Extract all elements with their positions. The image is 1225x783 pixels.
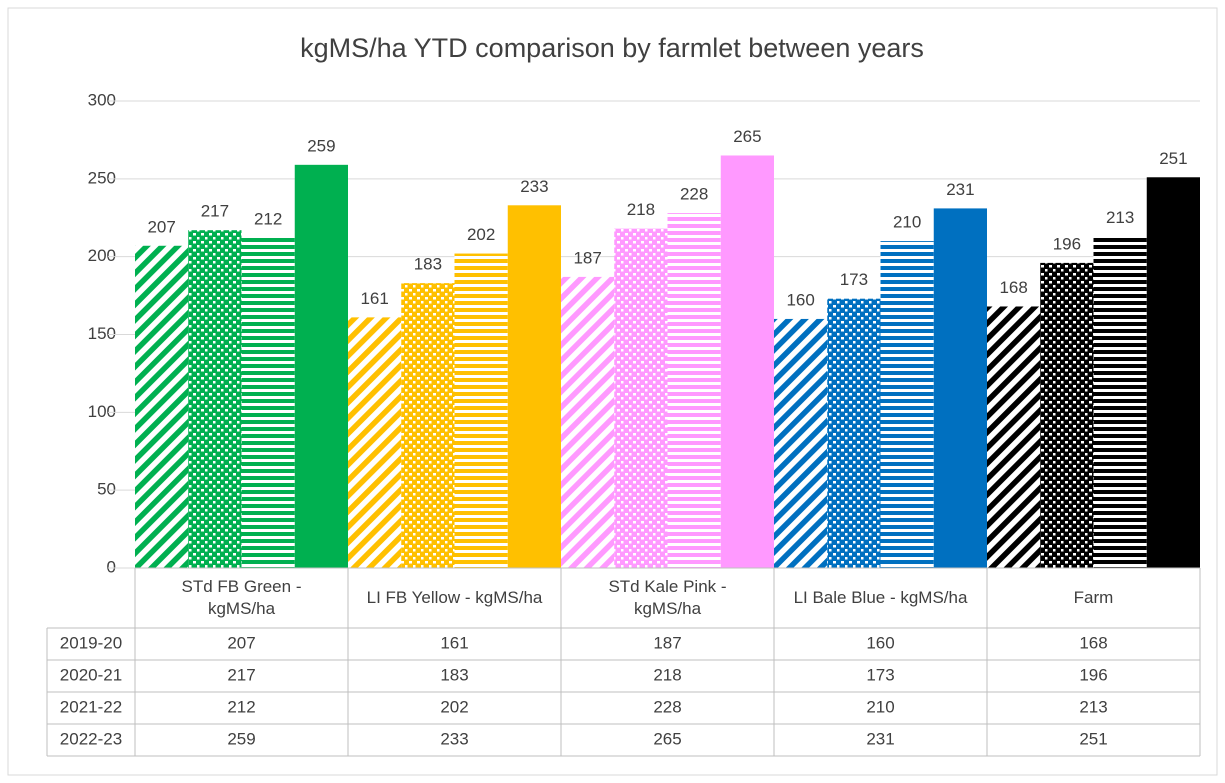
table-cell: 233 bbox=[440, 729, 468, 748]
table-cell: 213 bbox=[1079, 697, 1107, 716]
table-cell: 173 bbox=[866, 665, 894, 684]
bar bbox=[1093, 236, 1147, 568]
x-tick-label: STd Kale Pink - kgMS/ha bbox=[608, 577, 727, 618]
bar bbox=[720, 155, 774, 568]
data-label: 228 bbox=[680, 185, 708, 204]
x-tick-label: STd FB Green - kgMS/ha bbox=[181, 577, 302, 618]
table-cell: 207 bbox=[227, 633, 255, 652]
y-tick-label: 50 bbox=[97, 480, 116, 499]
bar bbox=[135, 245, 189, 568]
x-tick-label: LI Bale Blue - kgMS/ha bbox=[793, 588, 968, 607]
legend-label: 2022-23 bbox=[60, 729, 122, 748]
y-tick-label: 300 bbox=[88, 90, 116, 109]
table-cell: 183 bbox=[440, 665, 468, 684]
bar bbox=[987, 306, 1041, 568]
table-cell: 161 bbox=[440, 633, 468, 652]
y-tick-label: 150 bbox=[88, 324, 116, 343]
table-cell: 228 bbox=[653, 697, 681, 716]
data-label: 196 bbox=[1053, 234, 1081, 253]
data-label: 265 bbox=[733, 127, 761, 146]
data-label: 202 bbox=[467, 225, 495, 244]
bar bbox=[880, 241, 934, 568]
data-label: 187 bbox=[573, 248, 601, 267]
bar bbox=[401, 283, 455, 568]
bar bbox=[241, 237, 295, 568]
y-tick-label: 250 bbox=[88, 168, 116, 187]
legend-label: 2021-22 bbox=[60, 697, 122, 716]
data-label: 210 bbox=[893, 213, 921, 232]
bar bbox=[933, 208, 987, 568]
bar bbox=[348, 317, 402, 568]
bar bbox=[561, 276, 615, 568]
table-cell: 251 bbox=[1079, 729, 1107, 748]
table-cell: 259 bbox=[227, 729, 255, 748]
table-cell: 218 bbox=[653, 665, 681, 684]
data-label: 212 bbox=[254, 209, 282, 228]
bar bbox=[507, 205, 561, 568]
data-label: 160 bbox=[786, 290, 814, 309]
bar bbox=[188, 230, 242, 568]
data-label: 217 bbox=[201, 202, 229, 221]
bar bbox=[827, 298, 881, 568]
data-label: 168 bbox=[999, 278, 1027, 297]
data-label: 233 bbox=[520, 177, 548, 196]
bar bbox=[454, 253, 508, 568]
data-label: 251 bbox=[1159, 149, 1187, 168]
legend-label: 2019-20 bbox=[60, 633, 122, 652]
table-cell: 217 bbox=[227, 665, 255, 684]
table-cell: 168 bbox=[1079, 633, 1107, 652]
bar bbox=[667, 213, 721, 568]
table-cell: 196 bbox=[1079, 665, 1107, 684]
y-tick-label: 0 bbox=[107, 557, 116, 576]
table-cell: 187 bbox=[653, 633, 681, 652]
bar bbox=[614, 228, 668, 568]
bar bbox=[1040, 262, 1094, 568]
bar bbox=[774, 318, 828, 568]
data-label: 213 bbox=[1106, 208, 1134, 227]
data-label: 183 bbox=[414, 255, 442, 274]
table-cell: 202 bbox=[440, 697, 468, 716]
y-tick-label: 200 bbox=[88, 246, 116, 265]
data-label: 207 bbox=[147, 217, 175, 236]
table-cell: 212 bbox=[227, 697, 255, 716]
table-cell: 231 bbox=[866, 729, 894, 748]
bar bbox=[294, 164, 348, 568]
legend-label: 2020-21 bbox=[60, 665, 122, 684]
y-tick-label: 100 bbox=[88, 402, 116, 421]
bar bbox=[1146, 177, 1200, 568]
table-cell: 160 bbox=[866, 633, 894, 652]
data-label: 218 bbox=[627, 200, 655, 219]
data-label: 259 bbox=[307, 136, 335, 155]
x-tick-label: LI FB Yellow - kgMS/ha bbox=[366, 588, 543, 607]
table-cell: 265 bbox=[653, 729, 681, 748]
data-label: 231 bbox=[946, 180, 974, 199]
data-label: 173 bbox=[840, 270, 868, 289]
table-cell: 210 bbox=[866, 697, 894, 716]
x-tick-label: Farm bbox=[1073, 588, 1114, 607]
chart-title: kgMS/ha YTD comparison by farmlet betwee… bbox=[300, 33, 924, 63]
data-label: 161 bbox=[360, 289, 388, 308]
